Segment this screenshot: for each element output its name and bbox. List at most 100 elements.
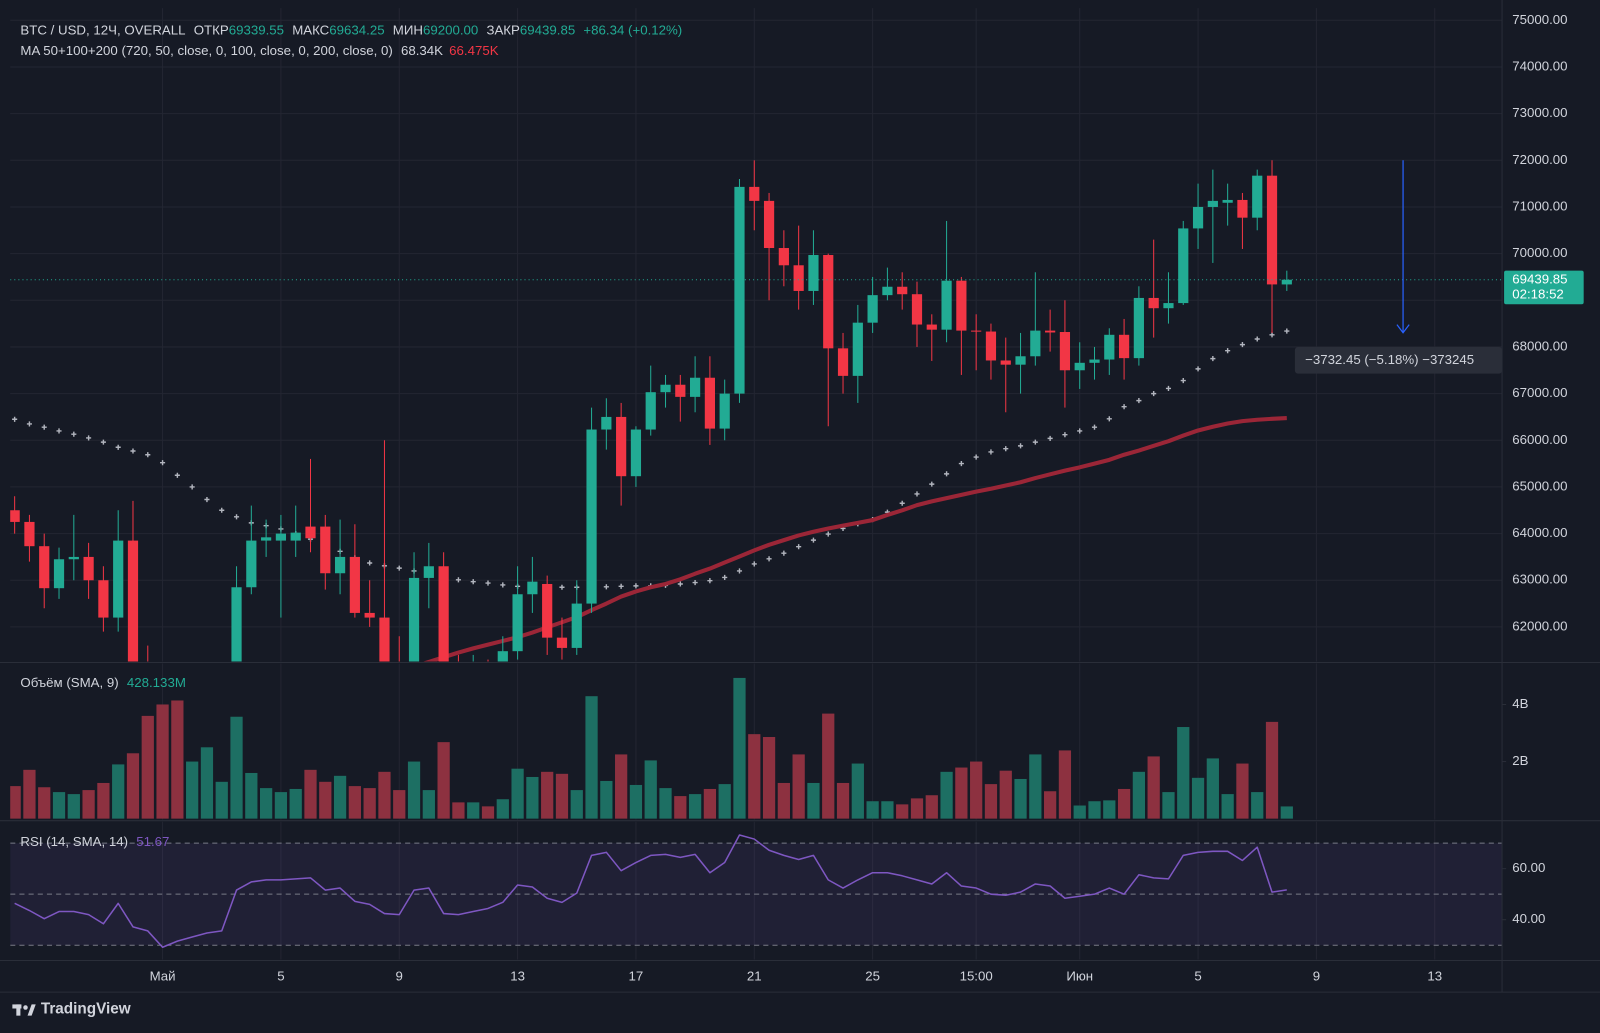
measure-tool: −3732.45 (−5.18%) −373245	[1294, 160, 1503, 374]
volume-bar	[940, 771, 953, 819]
volume-bar	[333, 775, 347, 819]
price-tag-countdown: 02:18:52	[1512, 287, 1564, 302]
candle-body	[719, 393, 730, 429]
ma-point	[1136, 398, 1142, 404]
ma-point	[500, 582, 506, 588]
y-tick-label: 66000.00	[1512, 432, 1567, 447]
volume-bar	[1044, 791, 1057, 819]
volume-bar	[1014, 778, 1027, 819]
candle-body	[438, 566, 449, 662]
volume-bar	[38, 787, 51, 819]
ma-point	[1047, 435, 1053, 441]
ma-point	[929, 481, 935, 487]
volume-bar	[245, 772, 258, 819]
header-line-1: BTC / USD, 12Ч, OVERALL ОТКР 69339.55 МАК…	[20, 22, 682, 37]
ma-point	[1077, 428, 1083, 434]
candle-body	[926, 324, 937, 330]
candle-body	[911, 294, 923, 325]
ma-point	[973, 454, 979, 460]
ma-point	[707, 578, 713, 584]
ma-point	[603, 584, 609, 590]
candle-body	[290, 532, 301, 541]
y-tick-label: 68000.00	[1512, 338, 1567, 353]
y-tick-label: 2B	[1512, 753, 1528, 768]
ma-point	[1269, 332, 1275, 338]
ma-point	[396, 565, 402, 571]
volume-bar	[407, 761, 421, 819]
candle-body	[1133, 297, 1144, 359]
ma-point	[1284, 328, 1290, 334]
volume-bar	[52, 792, 66, 819]
candle-body	[704, 377, 715, 429]
ma-point	[559, 584, 565, 590]
volume-bar	[748, 734, 761, 819]
volume-bar	[393, 790, 406, 819]
y-tick-label: 40.00	[1512, 911, 1545, 926]
candle-body	[897, 286, 908, 295]
candle-body	[1089, 359, 1100, 363]
candle-body	[601, 416, 612, 430]
y-tick-label: 67000.00	[1512, 385, 1567, 400]
volume-bar	[896, 804, 909, 819]
x-tick-label: Июн	[1066, 968, 1093, 983]
rsi-header: RSI (14, SMA, 14) 51.67	[20, 834, 169, 849]
ma-point	[1151, 391, 1157, 397]
candle-body	[778, 248, 789, 266]
candle-body	[1178, 228, 1189, 304]
candle-body	[408, 577, 420, 662]
ma-point	[618, 583, 624, 589]
volume-bar	[1147, 756, 1160, 819]
volume-value: 428.133M	[126, 674, 186, 691]
y-tick-label: 4B	[1512, 696, 1528, 711]
ma-point	[1239, 342, 1245, 348]
candle-body	[127, 540, 139, 662]
candle-body	[497, 651, 508, 662]
volume-bar	[777, 782, 790, 819]
logo-icon	[12, 1003, 36, 1016]
candle-body	[1118, 334, 1130, 359]
volume-bar	[1251, 792, 1264, 819]
y-tick-label: 62000.00	[1512, 618, 1567, 633]
volume-bar	[319, 781, 332, 819]
volume-bar	[452, 802, 465, 819]
ma-point	[1062, 432, 1068, 438]
ma-point	[71, 431, 77, 437]
ma-point	[1091, 424, 1098, 430]
volume-bar	[807, 782, 820, 819]
volume-title: Объём (SMA, 9)	[20, 674, 119, 691]
volume-bar	[541, 771, 554, 819]
candle-body	[1059, 332, 1071, 371]
candle-body	[39, 546, 50, 589]
candle-body	[334, 556, 346, 574]
symbol-title: BTC / USD, 12Ч, OVERALL	[20, 22, 186, 38]
candle-body	[1015, 356, 1026, 365]
volume-bar	[1103, 800, 1116, 819]
x-tick-label: 13	[510, 968, 525, 983]
volume-bar	[718, 784, 731, 819]
ma-point	[1165, 385, 1172, 392]
volume-bar	[659, 788, 672, 819]
ma-point	[115, 444, 121, 450]
ma-point	[633, 583, 639, 589]
candle-body	[675, 384, 686, 397]
volume-bar	[97, 782, 110, 819]
candle-body	[379, 617, 390, 662]
ohlc-label: МИН	[392, 22, 423, 38]
volume-bar	[230, 716, 243, 819]
volume-bar	[866, 801, 879, 819]
volume-bar	[1162, 792, 1175, 819]
footer-logo: TradingView	[12, 1000, 131, 1018]
volume-bar	[67, 794, 80, 819]
ma-point	[233, 514, 240, 520]
candle-body	[660, 384, 671, 393]
volume-bar	[703, 788, 717, 819]
volume-bar	[1073, 805, 1086, 819]
volume-bar	[984, 784, 998, 819]
candle-body	[1148, 297, 1159, 309]
candle-body	[83, 556, 94, 581]
volume-bar	[955, 767, 968, 819]
ma-point	[1195, 366, 1201, 372]
volume-bar	[629, 784, 643, 819]
